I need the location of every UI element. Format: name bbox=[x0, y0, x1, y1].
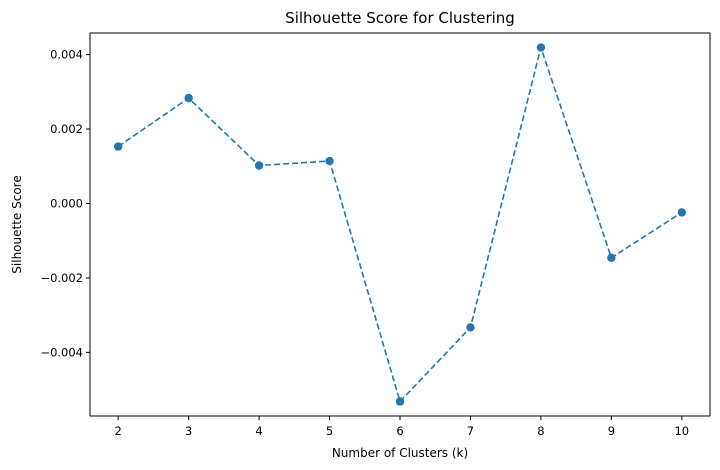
plot-area: 2 3 4 5 6 7 8 9 10 0.004 0.002 0.000 −0.002 −0.004 bbox=[40, 43, 689, 438]
x-axis-label: Number of Clusters (k) bbox=[332, 446, 468, 460]
x-tick-label: 6 bbox=[396, 424, 403, 438]
y-tick-label: 0.002 bbox=[50, 122, 83, 136]
x-tick-label: 10 bbox=[674, 424, 689, 438]
plot-frame bbox=[89, 32, 711, 417]
x-tick-label: 5 bbox=[326, 424, 333, 438]
data-point bbox=[395, 397, 405, 406]
y-tick-label: −0.004 bbox=[40, 345, 83, 359]
x-tick-label: 3 bbox=[185, 424, 192, 438]
x-tick-label: 4 bbox=[255, 424, 262, 438]
data-point bbox=[677, 208, 687, 217]
data-point bbox=[536, 43, 546, 52]
data-point bbox=[325, 156, 334, 166]
x-tick-label: 8 bbox=[537, 424, 544, 438]
data-point bbox=[113, 142, 123, 151]
data-point bbox=[254, 161, 264, 170]
data-point bbox=[607, 253, 616, 263]
x-tick-label: 2 bbox=[115, 424, 122, 438]
x-tick-label: 7 bbox=[467, 424, 474, 438]
data-point bbox=[184, 93, 193, 103]
chart-title: Silhouette Score for Clustering bbox=[285, 9, 515, 27]
data-point bbox=[466, 323, 475, 332]
y-axis-label: Silhouette Score bbox=[10, 175, 24, 273]
y-tick-label: 0.000 bbox=[50, 196, 83, 210]
y-tick-label: −0.002 bbox=[40, 271, 83, 285]
y-tick-label: 0.004 bbox=[50, 48, 83, 62]
series-line bbox=[117, 44, 683, 404]
x-tick-label: 9 bbox=[608, 424, 615, 438]
